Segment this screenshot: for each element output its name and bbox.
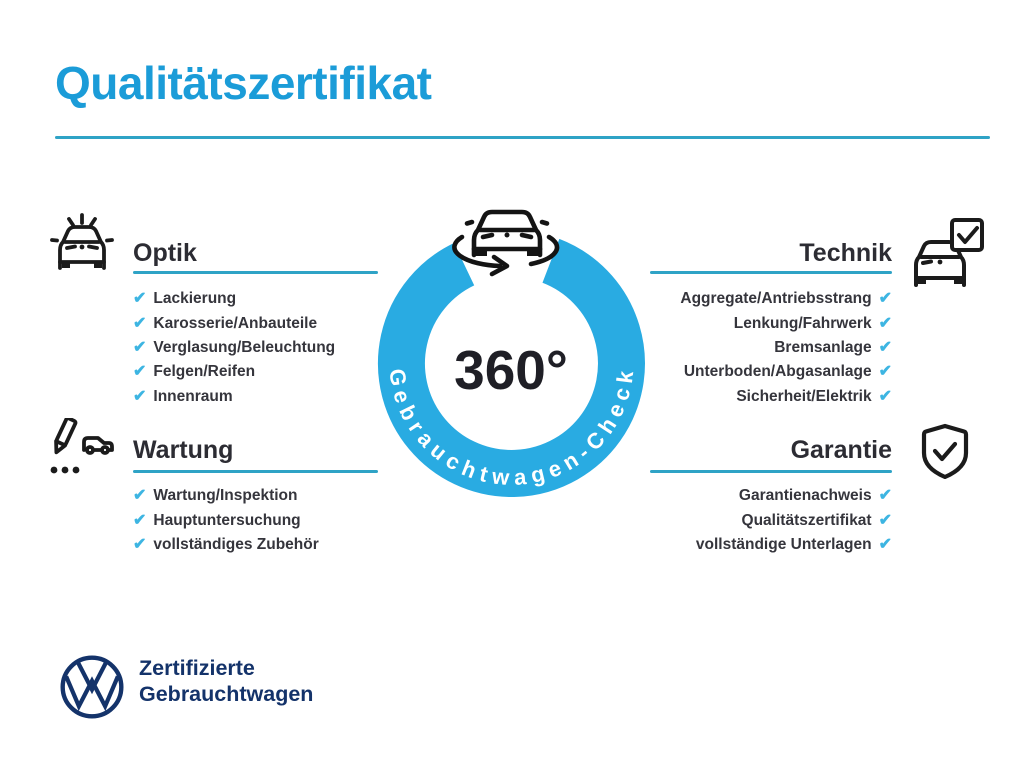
item-label: Lenkung/Fahrwerk: [733, 314, 872, 332]
section-heading-optik: Optik: [133, 239, 197, 267]
check-icon: ✔: [133, 535, 147, 553]
checklist-item: Unterboden/Abgasanlage ✔: [680, 360, 892, 384]
checklist-item: ✔ Innenraum: [133, 385, 335, 409]
checklist-item: ✔ Hauptuntersuchung: [133, 508, 319, 532]
check-icon: ✔: [133, 290, 147, 308]
item-label: Hauptuntersuchung: [153, 511, 301, 529]
item-label: Verglasung/Beleuchtung: [153, 338, 336, 356]
checklist-item: ✔ vollständiges Zubehör: [133, 533, 319, 557]
car-checkbox-icon: [914, 218, 984, 287]
garantie-divider: [650, 470, 892, 473]
check-icon: ✔: [133, 387, 147, 405]
checklist-item: ✔ Wartung/Inspektion: [133, 484, 319, 508]
check-icon: ✔: [878, 314, 892, 332]
checklist-item: Sicherheit/Elektrik ✔: [680, 385, 892, 409]
item-label: Aggregate/Antriebsstrang: [680, 290, 872, 308]
item-label: Lackierung: [153, 290, 237, 308]
check-icon: ✔: [878, 363, 892, 381]
garantie-checklist: Garantienachweis ✔ Qualitätszertifikat ✔ v…: [696, 484, 892, 557]
check-icon: ✔: [133, 511, 147, 529]
section-heading-garantie: Garantie: [790, 436, 892, 464]
check-icon: ✔: [878, 290, 892, 308]
check-icon: ✔: [878, 487, 892, 505]
shield-check-icon: [921, 423, 969, 479]
checklist-item: Bremsanlage ✔: [680, 336, 892, 360]
section-heading-technik: Technik: [799, 239, 892, 267]
wartung-checklist: ✔ Wartung/Inspektion ✔ Hauptuntersuchung ✔…: [133, 484, 319, 557]
check-icon: ✔: [133, 314, 147, 332]
item-label: Garantienachweis: [738, 487, 872, 505]
section-heading-wartung: Wartung: [133, 436, 234, 464]
optik-divider: [133, 271, 378, 274]
footer-brand: Zertifizierte Gebrauchtwagen: [139, 655, 313, 707]
wartung-divider: [133, 470, 378, 473]
technik-divider: [650, 271, 892, 274]
item-label: Qualitätszertifikat: [741, 511, 872, 529]
item-label: Unterboden/Abgasanlage: [683, 363, 872, 381]
item-label: Wartung/Inspektion: [153, 487, 298, 505]
service-checklist-icon: [50, 418, 114, 474]
checklist-item: Garantienachweis ✔: [696, 484, 892, 508]
check-icon: ✔: [878, 338, 892, 356]
technik-checklist: Aggregate/Antriebsstrang ✔ Lenkung/Fahrwe…: [680, 287, 892, 409]
optik-checklist: ✔ Lackierung ✔ Karosserie/Anbauteile ✔ Verg…: [133, 287, 335, 409]
checklist-item: vollständige Unterlagen ✔: [696, 533, 892, 557]
checklist-item: ✔ Karosserie/Anbauteile: [133, 311, 335, 335]
360-badge: Gebrauchtwagen-Check: [377, 209, 645, 497]
badge-ring: [377, 238, 645, 497]
footer-brand-line2: Gebrauchtwagen: [139, 682, 314, 706]
check-icon: ✔: [878, 387, 892, 405]
item-label: Felgen/Reifen: [153, 363, 256, 381]
check-icon: ✔: [133, 363, 147, 381]
page-title: Qualitätszertifikat: [55, 57, 432, 109]
checklist-item: Lenkung/Fahrwerk ✔: [680, 311, 892, 335]
checklist-item: Aggregate/Antriebsstrang ✔: [680, 287, 892, 311]
check-icon: ✔: [133, 338, 147, 356]
check-icon: ✔: [878, 511, 892, 529]
checklist-item: ✔ Verglasung/Beleuchtung: [133, 336, 335, 360]
footer-brand-line1: Zertifizierte: [139, 656, 255, 680]
item-label: Sicherheit/Elektrik: [736, 387, 872, 405]
rotating-car-icon: [452, 209, 560, 277]
item-label: vollständiges Zubehör: [153, 535, 319, 553]
check-icon: ✔: [133, 487, 147, 505]
vw-logo-icon: [60, 655, 124, 719]
item-label: vollständige Unterlagen: [695, 535, 872, 553]
sparkle-car-icon: [50, 213, 114, 270]
item-label: Karosserie/Anbauteile: [153, 314, 318, 332]
item-label: Innenraum: [153, 387, 233, 405]
title-divider: [55, 136, 990, 139]
checklist-item: Qualitätszertifikat ✔: [696, 508, 892, 532]
badge-value: 360°: [454, 339, 568, 401]
checklist-item: ✔ Lackierung: [133, 287, 335, 311]
checklist-item: ✔ Felgen/Reifen: [133, 360, 335, 384]
item-label: Bremsanlage: [774, 338, 872, 356]
check-icon: ✔: [878, 535, 892, 553]
